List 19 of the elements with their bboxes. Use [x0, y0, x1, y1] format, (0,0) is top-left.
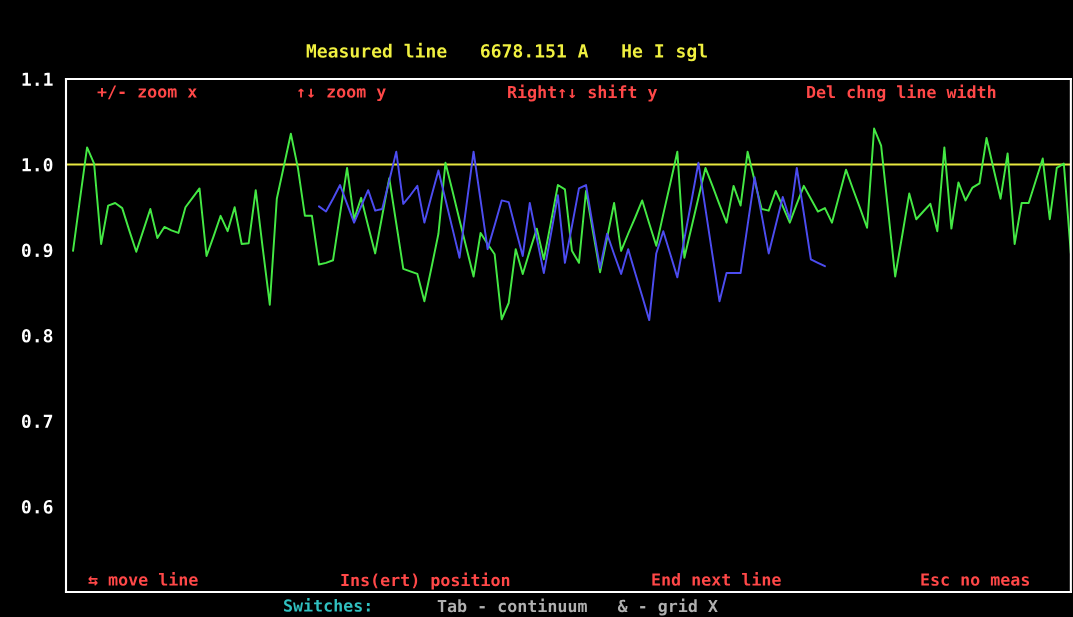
- annotation: ⇆ move line: [88, 572, 198, 586]
- y-tick-label: 0.8: [21, 328, 53, 343]
- y-tick-label: 0.9: [21, 243, 53, 258]
- y-tick-label: 1.1: [22, 72, 53, 86]
- line-series: [72, 127, 1071, 321]
- annotation: +/- zoom x: [97, 85, 197, 100]
- text: Tab - continuum & - grid X: [437, 598, 718, 616]
- text: Switches:: [284, 598, 370, 612]
- line-series: [318, 150, 826, 322]
- annotation: ↑↓ zoom y: [298, 88, 386, 102]
- annotation: Ins(ert) position: [341, 572, 510, 590]
- annotation: Del chng line width: [807, 84, 996, 102]
- chart-title: Measured line 6678.151 A He I sgl: [306, 42, 707, 62]
- annotation: Esc no meas: [921, 573, 1030, 586]
- y-tick-label: 1.0: [22, 157, 53, 172]
- y-tick-label: 0.7: [21, 414, 53, 429]
- y-tick-label: 0.6: [21, 499, 53, 514]
- annotation: Right↑↓ shift y: [508, 84, 658, 102]
- annotation: End next line: [652, 572, 781, 586]
